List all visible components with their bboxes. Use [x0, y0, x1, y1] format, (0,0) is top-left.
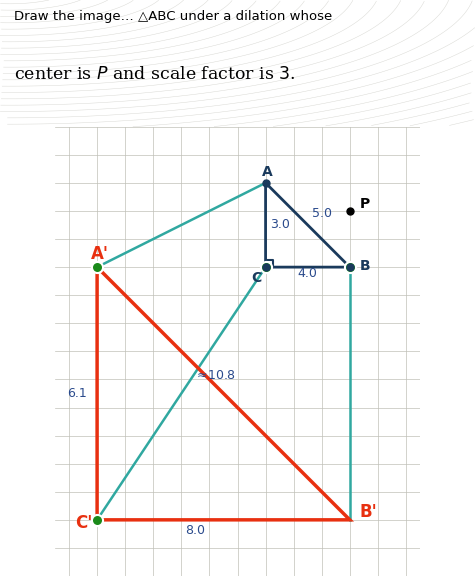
Text: Draw the image… △ABC under a dilation whose: Draw the image… △ABC under a dilation wh…: [14, 10, 332, 23]
Text: A': A': [91, 245, 109, 263]
Text: C: C: [251, 271, 261, 285]
Text: C': C': [76, 514, 93, 532]
Text: 3.0: 3.0: [270, 218, 290, 232]
Text: center is $P$ and scale factor is $3$.: center is $P$ and scale factor is $3$.: [14, 66, 296, 83]
Text: 5.0: 5.0: [312, 207, 332, 219]
Text: 8.0: 8.0: [185, 524, 205, 537]
Text: A: A: [262, 165, 272, 179]
Text: B': B': [360, 503, 378, 521]
Text: 4.0: 4.0: [298, 267, 318, 280]
Text: $\approx\!10.8$: $\approx\!10.8$: [194, 369, 236, 382]
Text: P: P: [360, 197, 370, 211]
Text: B: B: [360, 259, 370, 272]
Text: 6.1: 6.1: [67, 387, 87, 400]
